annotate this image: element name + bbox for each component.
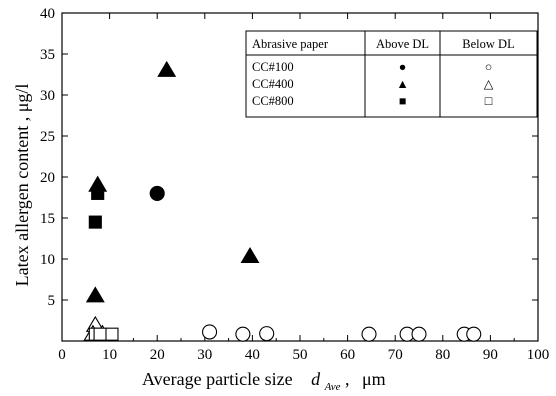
x-axis-label-unit: μm: [362, 369, 386, 389]
legend-box: [245, 30, 538, 118]
data-point: [202, 324, 218, 340]
data-point: [93, 327, 107, 341]
x-tick-label: 30: [197, 347, 212, 363]
x-axis-label-subscript: Ave: [324, 381, 341, 393]
data-point: [235, 326, 251, 342]
data-point: [105, 327, 119, 341]
x-axis-label-text: Average particle size: [142, 369, 293, 389]
data-point: [240, 246, 260, 264]
y-axis-label: Latex allergen content , μg/l: [12, 84, 32, 287]
x-axis-label-symbol: d: [311, 369, 321, 389]
y-tick-label: 10: [40, 252, 55, 268]
y-tick-label: 5: [48, 293, 56, 309]
data-points: [83, 60, 482, 342]
x-axis-label: Average particle size d Ave , μm: [142, 369, 386, 394]
y-tick-label: 15: [40, 211, 55, 227]
data-point: [91, 186, 105, 200]
x-tick-label: 60: [340, 347, 355, 363]
x-tick-label: 0: [58, 347, 66, 363]
x-tick-label: 20: [150, 347, 165, 363]
legend-header-abrasive: Abrasive paper: [252, 37, 329, 51]
data-point: [466, 326, 482, 342]
y-tick-label: 35: [40, 47, 55, 63]
legend-below-symbol-cc800: □: [485, 94, 493, 108]
x-tick-label: 50: [293, 347, 308, 363]
legend-row-label-cc400: CC#400: [252, 77, 294, 91]
legend-header-above: Above DL: [376, 37, 429, 51]
data-point: [361, 326, 377, 342]
legend-above-symbol-cc100: ●: [399, 60, 407, 74]
legend-row-label-cc800: CC#800: [252, 94, 294, 108]
x-tick-label: 10: [102, 347, 117, 363]
x-tick-label: 90: [483, 347, 498, 363]
y-tick-label: 30: [40, 88, 55, 104]
data-point: [411, 326, 427, 342]
data-point: [259, 326, 275, 342]
data-point: [157, 60, 177, 77]
legend-below-symbol-cc400: △: [484, 77, 494, 91]
legend-row-label-cc100: CC#100: [252, 60, 294, 74]
legend-above-symbol-cc400: ▲: [396, 77, 408, 91]
data-point: [85, 286, 105, 303]
y-tick-label: 20: [40, 170, 55, 186]
y-tick-label: 25: [40, 129, 55, 145]
x-tick-label: 70: [388, 347, 403, 363]
legend-header-below: Below DL: [462, 37, 514, 51]
x-tick-label: 100: [527, 347, 550, 363]
data-point: [149, 185, 165, 201]
legend-below-symbol-cc100: ○: [485, 60, 493, 74]
data-point: [88, 215, 102, 229]
x-tick-label: 40: [245, 347, 260, 363]
x-tick-label: 80: [435, 347, 450, 363]
legend: Abrasive paper Above DL Below DL CC#100 …: [245, 30, 538, 118]
tick-labels: 0 10 20 30 40 50 60 70 80 90 100 5 10 15 20 25 30 35 40: [40, 6, 549, 363]
x-axis-label-comma: ,: [345, 369, 350, 389]
y-tick-label: 40: [40, 6, 55, 22]
legend-above-symbol-cc800: ■: [399, 94, 407, 108]
